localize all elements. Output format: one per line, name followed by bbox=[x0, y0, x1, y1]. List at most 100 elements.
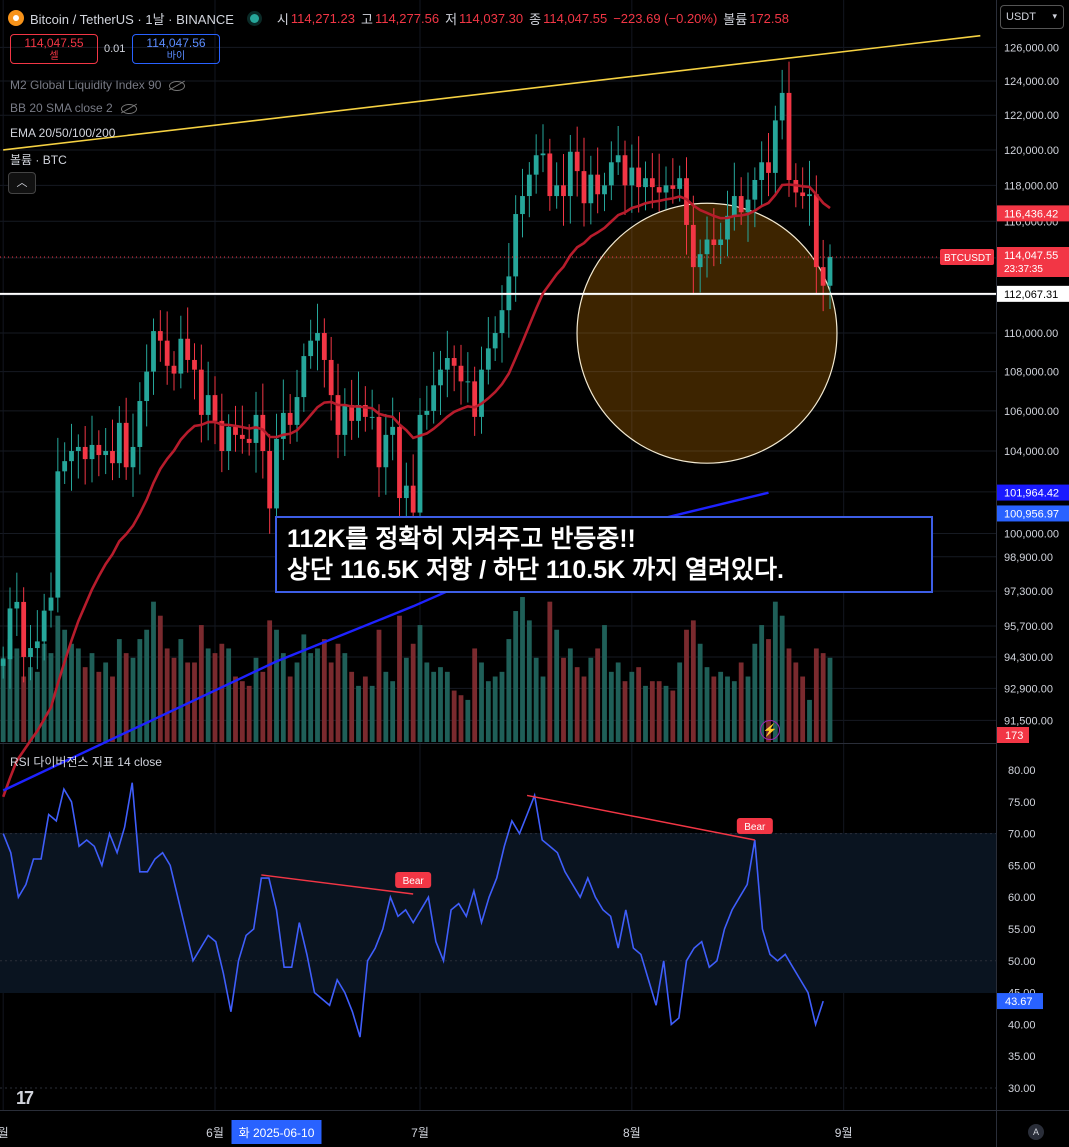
candle bbox=[704, 239, 710, 255]
autoscale-button[interactable]: A bbox=[1028, 1124, 1044, 1140]
candle bbox=[349, 404, 355, 421]
time-tick-label: 9월 bbox=[835, 1126, 853, 1140]
volume-bar bbox=[759, 625, 765, 742]
lightning-icon[interactable]: ⚡ bbox=[760, 720, 780, 740]
candle bbox=[725, 215, 730, 240]
symbol-title[interactable]: Bitcoin / TetherUS · 1날 · BINANCE bbox=[30, 11, 234, 27]
rsi-line-path bbox=[2, 782, 824, 1038]
candle bbox=[14, 601, 20, 609]
rsi-title[interactable]: RSI 다이버전스 지표 14 close bbox=[10, 755, 162, 769]
price-axis[interactable]: 126,000.00 124,000.00 122,000.00 120,000.00… bbox=[1004, 42, 1059, 727]
candle bbox=[151, 331, 156, 372]
candle bbox=[807, 194, 812, 197]
currency-value: USDT bbox=[1006, 11, 1036, 23]
candle bbox=[718, 239, 724, 245]
time-axis[interactable]: 월 6월 7월 8월 9월 화 2025-06-10 bbox=[0, 1120, 853, 1144]
volume-bar bbox=[807, 699, 812, 742]
candle bbox=[198, 369, 204, 415]
volume-bar bbox=[451, 690, 457, 742]
rsi-tick-label: 30.00 bbox=[1008, 1083, 1036, 1095]
price-tick-label: 118,000.00 bbox=[1004, 180, 1058, 192]
candle bbox=[34, 641, 40, 649]
volume-bar bbox=[670, 690, 676, 742]
candle bbox=[472, 381, 478, 417]
indicator-ema[interactable]: EMA 20/50/100/200 bbox=[10, 126, 115, 140]
candle bbox=[786, 92, 792, 180]
rsi-last-label: 43.67 bbox=[1005, 996, 1033, 1008]
volume-bar bbox=[827, 657, 833, 742]
high-label: 고 bbox=[360, 11, 373, 27]
bear-divergence-line bbox=[526, 794, 755, 841]
hidden-eye-icon[interactable] bbox=[120, 103, 137, 114]
buy-button[interactable]: 114,047.56 바이 bbox=[132, 34, 220, 64]
bear-divergence-line bbox=[261, 874, 414, 895]
ema-price-label: 116,436.42 bbox=[1004, 208, 1058, 220]
candle bbox=[540, 153, 546, 156]
candle bbox=[185, 338, 191, 360]
candle bbox=[581, 171, 587, 204]
candle bbox=[533, 155, 539, 175]
candle bbox=[663, 185, 669, 193]
candle bbox=[588, 174, 594, 204]
candle bbox=[629, 167, 635, 186]
volume-bar bbox=[260, 671, 266, 742]
volume-bar bbox=[444, 671, 450, 742]
volume-bar bbox=[7, 639, 13, 742]
candle bbox=[827, 256, 833, 286]
rsi-axis[interactable]: 80.0075.0070.0065.0060.0055.0050.0045.00… bbox=[997, 765, 1043, 1095]
candle bbox=[226, 426, 232, 451]
candle bbox=[75, 446, 81, 451]
candle bbox=[103, 451, 109, 456]
low-value: 114,037.30 bbox=[459, 10, 524, 26]
last-price-bg bbox=[997, 246, 1069, 277]
volume-bar bbox=[403, 657, 409, 742]
volume-bar bbox=[738, 662, 744, 742]
volume-bar bbox=[526, 620, 532, 742]
volume-bar bbox=[554, 629, 560, 742]
rsi-line: Bear Bear bbox=[0, 782, 996, 1089]
candle bbox=[554, 185, 560, 197]
candle bbox=[41, 610, 47, 642]
candle bbox=[144, 371, 150, 402]
candle bbox=[294, 397, 300, 425]
volume-bar bbox=[75, 648, 81, 742]
indicator-volume[interactable]: 볼륨 · BTC bbox=[10, 151, 67, 168]
price-tick-label: 104,000.00 bbox=[1004, 446, 1059, 458]
volume-bar bbox=[684, 629, 689, 742]
candle bbox=[62, 461, 68, 472]
countdown-label: 23:37:35 bbox=[1004, 264, 1043, 275]
candle bbox=[233, 426, 238, 435]
candle bbox=[738, 196, 744, 213]
volume-bar bbox=[328, 662, 334, 742]
indicator-m2[interactable]: M2 Global Liquidity Index 90 bbox=[10, 78, 186, 92]
indicator-bb[interactable]: BB 20 SMA close 2 bbox=[10, 101, 137, 115]
volume-bar bbox=[157, 615, 163, 742]
collapse-legend-button[interactable]: ︿ bbox=[8, 172, 36, 194]
rsi-tick-label: 40.00 bbox=[1008, 1019, 1036, 1031]
volume-bar bbox=[465, 699, 471, 742]
volume-bar bbox=[800, 676, 806, 742]
rsi-tick-label: 65.00 bbox=[1008, 860, 1036, 872]
candle bbox=[253, 414, 259, 443]
volume-bar bbox=[116, 639, 122, 742]
candle bbox=[321, 333, 327, 360]
price-tick-label: 91,500.00 bbox=[1004, 715, 1053, 727]
open-value: 114,271.23 bbox=[290, 10, 355, 26]
symbol-tag-label: BTCUSDT bbox=[944, 253, 991, 264]
volume-bar bbox=[424, 662, 430, 742]
tradingview-logo[interactable]: 17 bbox=[16, 1088, 34, 1108]
candle bbox=[417, 414, 423, 513]
rsi-tick-label: 80.00 bbox=[1008, 765, 1036, 777]
price-tick-label: 92,900.00 bbox=[1004, 683, 1053, 695]
volume-bar bbox=[130, 657, 136, 742]
currency-select[interactable]: USDT ▾ bbox=[1000, 5, 1064, 29]
candle bbox=[813, 194, 819, 268]
candle bbox=[130, 446, 136, 468]
sell-button[interactable]: 114,047.55 셀 bbox=[10, 34, 98, 64]
volume-bar bbox=[533, 657, 539, 742]
hidden-eye-icon[interactable] bbox=[169, 80, 186, 91]
volume-bars bbox=[0, 597, 833, 742]
low-label: 저 bbox=[445, 11, 458, 27]
annotation-textbox[interactable]: 112K를 정확히 지켜주고 반등중!! 상단 116.5K 저항 / 하단 11… bbox=[275, 516, 933, 593]
